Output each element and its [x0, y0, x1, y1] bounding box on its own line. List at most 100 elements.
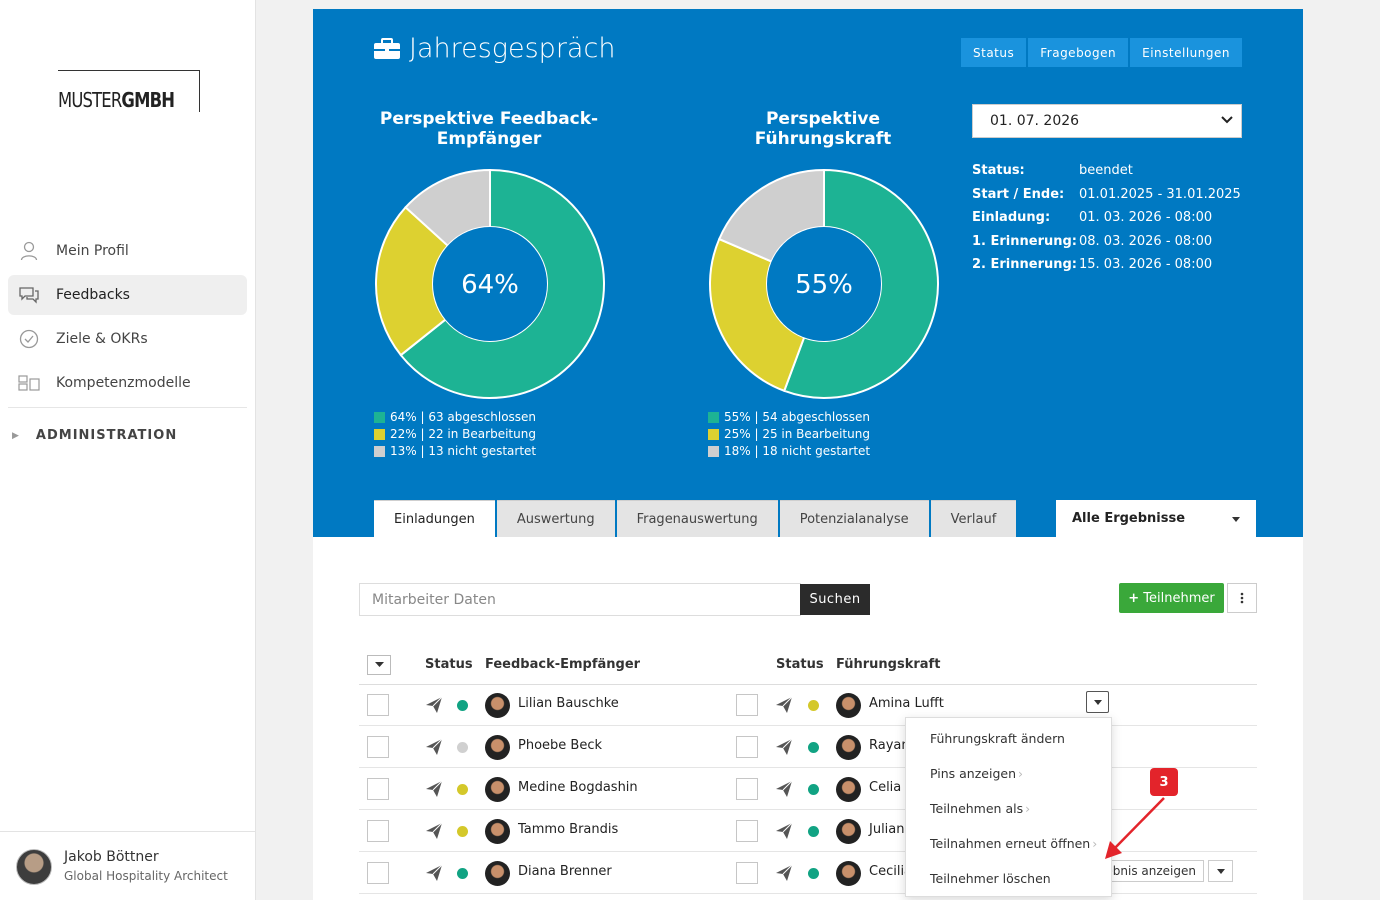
fragebogen-button[interactable]: Fragebogen	[1028, 38, 1129, 67]
result-options-toggle[interactable]	[1208, 860, 1233, 882]
row-checkbox[interactable]	[736, 820, 758, 842]
send-invitation-icon[interactable]	[775, 864, 793, 882]
sidebar-item-kompetenzmodelle[interactable]: Kompetenzmodelle	[8, 363, 247, 403]
user-icon	[18, 240, 40, 262]
results-filter-value: Alle Ergebnisse	[1072, 511, 1186, 526]
date-select-value: 01. 07. 2026	[990, 113, 1080, 129]
row-checkbox[interactable]	[736, 736, 758, 758]
results-filter-select[interactable]: Alle Ergebnisse	[1056, 500, 1256, 537]
tab-potenzialanalyse[interactable]: Potenzialanalyse	[779, 500, 929, 537]
send-invitation-icon[interactable]	[425, 780, 443, 798]
sidebar-item-label: Kompetenzmodelle	[56, 375, 191, 391]
recipient-name[interactable]: Medine Bogdashin	[518, 780, 638, 795]
more-options-button[interactable]	[1227, 583, 1257, 613]
survey-info: Status: beendet Start / Ende: 01.01.2025 -…	[972, 159, 1241, 277]
sidebar-item-feedbacks[interactable]: Feedbacks	[8, 275, 247, 315]
send-invitation-icon[interactable]	[425, 822, 443, 840]
status-dot	[457, 700, 468, 711]
legend-text: 13% | 13 nicht gestartet	[390, 444, 537, 458]
chevron-right-icon: ›	[1092, 836, 1098, 851]
donut-chart-manager: 55%	[709, 168, 939, 399]
row-checkbox[interactable]	[736, 694, 758, 716]
row-checkbox[interactable]	[367, 736, 389, 758]
row-checkbox[interactable]	[736, 862, 758, 884]
send-invitation-icon[interactable]	[425, 864, 443, 882]
row-actions-toggle[interactable]	[1086, 691, 1109, 713]
show-result-button[interactable]: gebnis anzeigen	[1091, 860, 1204, 882]
row-checkbox[interactable]	[367, 820, 389, 842]
send-invitation-icon[interactable]	[775, 696, 793, 714]
status-dot	[457, 784, 468, 795]
legend-item: 13% | 13 nicht gestartet	[374, 443, 536, 460]
annotation-arrow-icon	[1105, 797, 1165, 859]
recipient-name[interactable]: Lilian Bauschke	[518, 696, 619, 711]
status-dot	[457, 826, 468, 837]
sidebar-section-administration[interactable]: ▶ ADMINISTRATION	[12, 428, 177, 443]
add-participant-button[interactable]: + Teilnehmer	[1119, 583, 1224, 613]
select-all-dropdown[interactable]	[367, 655, 391, 675]
header-buttons: Status Fragebogen Einstellungen	[961, 38, 1242, 67]
search-button[interactable]: Suchen	[800, 584, 870, 615]
donut-center-label: 64%	[461, 270, 519, 300]
menu-item-show-pins[interactable]: Pins anzeigen ›	[930, 766, 1023, 781]
menu-item-participate-as[interactable]: Teilnehmen als ›	[930, 801, 1030, 816]
row-checkbox[interactable]	[736, 778, 758, 800]
recipient-name[interactable]: Tammo Brandis	[518, 822, 619, 837]
status-dot	[808, 742, 819, 753]
chart-title-manager: Perspektive Führungskraft	[754, 109, 892, 149]
status-dot	[808, 700, 819, 711]
send-invitation-icon[interactable]	[775, 738, 793, 756]
tab-fragenauswertung[interactable]: Fragenauswertung	[616, 500, 778, 537]
logo-text-bold: GMBH	[121, 88, 175, 112]
manager-name[interactable]: Amina Lufft	[869, 696, 944, 711]
einstellungen-button[interactable]: Einstellungen	[1130, 38, 1242, 67]
donut-center-label: 55%	[795, 270, 853, 300]
tab-verlauf[interactable]: Verlauf	[930, 500, 1017, 537]
donut-slice-in-Bearbeitung	[709, 237, 806, 393]
status-button[interactable]: Status	[961, 38, 1027, 67]
manager-name[interactable]: Rayan	[869, 738, 910, 753]
donut-chart-recipient: 64%	[375, 168, 605, 399]
search-input[interactable]: Mitarbeiter Daten	[359, 583, 801, 616]
menu-item-reopen[interactable]: Teilnahmen erneut öffnen ›	[930, 836, 1097, 851]
user-role: Global Hospitality Architect	[64, 869, 228, 883]
sidebar-item-ziele-okrs[interactable]: Ziele & OKRs	[8, 319, 247, 359]
info-row: Start / Ende: 01.01.2025 - 31.01.2025	[972, 183, 1241, 207]
info-value: 08. 03. 2026 - 08:00	[1079, 233, 1213, 249]
legend-text: 25% | 25 in Bearbeitung	[724, 427, 870, 441]
menu-item-delete-participant[interactable]: Teilnehmer löschen	[930, 871, 1051, 886]
row-checkbox[interactable]	[367, 778, 389, 800]
chevron-right-icon: ›	[1025, 801, 1031, 816]
manager-name[interactable]: Celia M	[869, 780, 917, 795]
legend-manager: 55% | 54 abgeschlossen 25% | 25 in Bearb…	[708, 409, 870, 460]
recipient-name[interactable]: Diana Brenner	[518, 864, 612, 879]
info-value: 01. 03. 2026 - 08:00	[1079, 210, 1213, 225]
manager-name[interactable]: Cecilia	[869, 864, 913, 879]
table-header: Status Feedback-Empfänger Status Führung…	[359, 651, 1257, 685]
caret-down-icon	[374, 662, 384, 667]
company-logo[interactable]: MUSTERGMBH	[58, 70, 200, 112]
menu-item-change-manager[interactable]: Führungskraft ändern	[930, 731, 1065, 746]
send-invitation-icon[interactable]	[425, 738, 443, 756]
sidebar-item-label: Feedbacks	[56, 287, 130, 303]
table-row: Lilian Bauschke Amina Lufft	[359, 684, 1257, 726]
legend-item: 22% | 22 in Bearbeitung	[374, 426, 536, 443]
info-row: 1. Erinnerung: 08. 03. 2026 - 08:00	[972, 230, 1241, 254]
tab-einladungen[interactable]: Einladungen	[374, 500, 495, 537]
user-profile[interactable]: Jakob Böttner Global Hospitality Archite…	[0, 831, 255, 900]
legend-recipient: 64% | 63 abgeschlossen 22% | 22 in Bearb…	[374, 409, 536, 460]
manager-name[interactable]: Julian S	[869, 822, 917, 837]
tab-auswertung[interactable]: Auswertung	[496, 500, 615, 537]
date-select[interactable]: 01. 07. 2026	[972, 104, 1242, 138]
info-label: Status:	[972, 163, 1025, 178]
menu-item-label: Führungskraft ändern	[930, 731, 1065, 746]
sidebar-item-mein-profil[interactable]: Mein Profil	[8, 231, 247, 271]
recipient-name[interactable]: Phoebe Beck	[518, 738, 603, 753]
row-checkbox[interactable]	[367, 694, 389, 716]
send-invitation-icon[interactable]	[425, 696, 443, 714]
plus-icon: +	[1128, 590, 1140, 606]
table-row: Diana Brenner Cecilia gebnis anzeigen	[359, 852, 1257, 894]
send-invitation-icon[interactable]	[775, 822, 793, 840]
row-checkbox[interactable]	[367, 862, 389, 884]
send-invitation-icon[interactable]	[775, 780, 793, 798]
